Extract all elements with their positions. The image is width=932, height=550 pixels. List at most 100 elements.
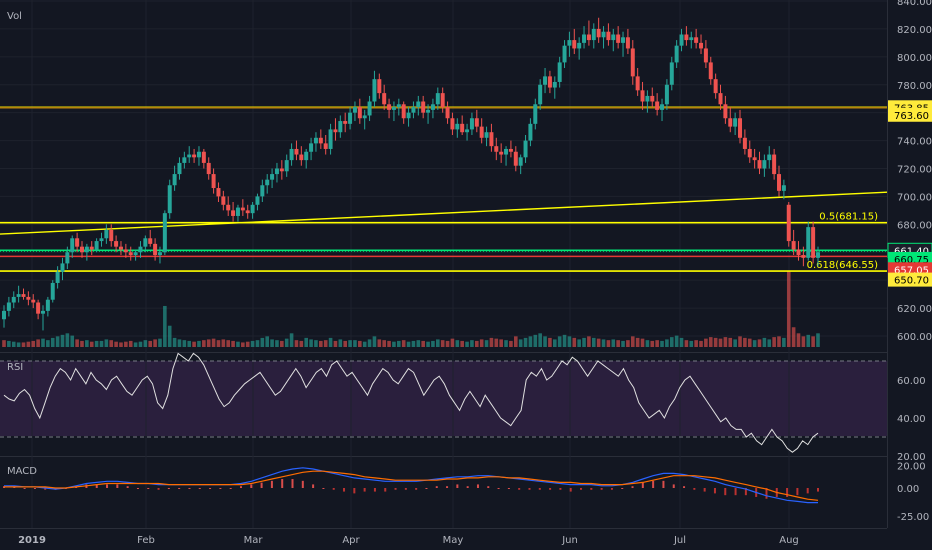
volume-bar xyxy=(757,339,762,347)
candle-body xyxy=(621,37,626,43)
candle-body xyxy=(440,93,445,108)
volume-bar xyxy=(382,340,386,347)
candle-body xyxy=(445,107,450,119)
candle-body xyxy=(450,118,455,130)
candlesticks xyxy=(2,17,820,331)
price-badge-text: 650.70 xyxy=(894,276,929,287)
volume-bar xyxy=(309,339,313,347)
price-panel[interactable] xyxy=(0,0,887,350)
time-axis[interactable]: 2019 Feb Mar Apr May Jun Jul Aug xyxy=(18,535,799,546)
candle-body xyxy=(728,118,733,127)
candle-body xyxy=(781,185,786,191)
candle-body xyxy=(504,148,509,155)
volume-bar xyxy=(284,338,289,347)
candle-body xyxy=(148,238,153,244)
volume-bar xyxy=(182,340,187,347)
volume-bar xyxy=(294,340,299,347)
volume-bar xyxy=(513,336,518,347)
volume-bar xyxy=(479,339,484,347)
candle-body xyxy=(357,107,362,119)
volume-bar xyxy=(206,339,211,347)
candle-body xyxy=(138,246,143,253)
rsi-tick: 20.00 xyxy=(897,452,926,463)
candle-body xyxy=(406,112,411,119)
candle-body xyxy=(391,107,396,110)
candle-body xyxy=(435,93,440,105)
candle-body xyxy=(11,296,16,303)
time-tick: May xyxy=(443,535,464,546)
volume-bar xyxy=(397,340,401,347)
volume-bar xyxy=(192,341,196,347)
macd-histogram-bar xyxy=(404,488,407,490)
candle-body xyxy=(703,48,708,63)
candle-body xyxy=(679,34,684,46)
volume-bar xyxy=(70,335,75,347)
level-caption-fib-0.5: 0.5(681.15) xyxy=(819,212,878,223)
candle-body xyxy=(118,246,123,250)
candle-body xyxy=(747,148,752,158)
volume-bar xyxy=(699,340,703,347)
volume-bar xyxy=(60,334,65,347)
candle-body xyxy=(270,174,275,180)
price-axis-border xyxy=(887,0,888,528)
macd-histogram-bar xyxy=(394,488,397,490)
volume-bar xyxy=(236,341,240,347)
candle-body xyxy=(304,151,309,161)
volume-bar xyxy=(16,342,21,347)
candle-body xyxy=(479,126,484,138)
candle-body xyxy=(547,76,552,88)
macd-histogram-bar xyxy=(23,488,26,489)
price-badge-bg xyxy=(888,272,932,287)
candle-body xyxy=(401,104,406,119)
volume-bar xyxy=(148,340,153,347)
candle-body xyxy=(655,101,660,110)
volume-bar xyxy=(216,340,221,347)
candle-body xyxy=(518,157,523,166)
macd-histogram-bar xyxy=(796,488,799,496)
candle-body xyxy=(109,229,114,242)
macd-histogram-bar xyxy=(106,484,109,488)
volume-bar xyxy=(270,339,274,347)
candle-body xyxy=(284,160,289,172)
volume-bar xyxy=(587,336,591,347)
time-tick: Apr xyxy=(342,535,360,546)
macd-histogram-bar xyxy=(652,480,655,488)
time-tick: 2019 xyxy=(18,535,46,546)
macd-histogram-bar xyxy=(621,488,624,489)
candle-body xyxy=(591,28,596,41)
candle-body xyxy=(699,42,704,49)
candle-body xyxy=(791,241,796,250)
volume-bar xyxy=(114,341,118,347)
candle-body xyxy=(226,204,231,211)
candle-body xyxy=(192,154,197,158)
macd-tick: 20.00 xyxy=(897,462,926,473)
volume-bar xyxy=(50,337,55,347)
volume-bar xyxy=(504,340,508,347)
volume-bar xyxy=(713,337,718,347)
volume-bar xyxy=(421,340,425,347)
macd-histogram-bar xyxy=(600,488,603,490)
macd-histogram-bar xyxy=(281,479,284,488)
candle-body xyxy=(416,101,421,108)
candle-body xyxy=(279,168,284,172)
price-tick: 680.00 xyxy=(897,220,932,231)
volume-bar xyxy=(99,340,104,347)
volume-bar xyxy=(567,336,572,347)
volume-bars xyxy=(2,271,820,347)
candle-body xyxy=(562,45,567,63)
macd-histogram-bar xyxy=(136,488,139,489)
time-tick: Jun xyxy=(561,535,578,546)
rsi-series xyxy=(3,352,819,453)
candle-body xyxy=(40,310,45,314)
candle-body xyxy=(533,104,538,124)
rsi-panel[interactable] xyxy=(0,361,887,436)
volume-bar xyxy=(231,340,235,347)
volume-bar xyxy=(46,340,50,347)
candle-body xyxy=(206,162,211,175)
macd-histogram-bar xyxy=(569,488,572,492)
volume-bar xyxy=(323,340,328,347)
candle-body xyxy=(367,101,372,116)
volume-bar xyxy=(80,340,84,347)
candle-body xyxy=(382,93,387,105)
